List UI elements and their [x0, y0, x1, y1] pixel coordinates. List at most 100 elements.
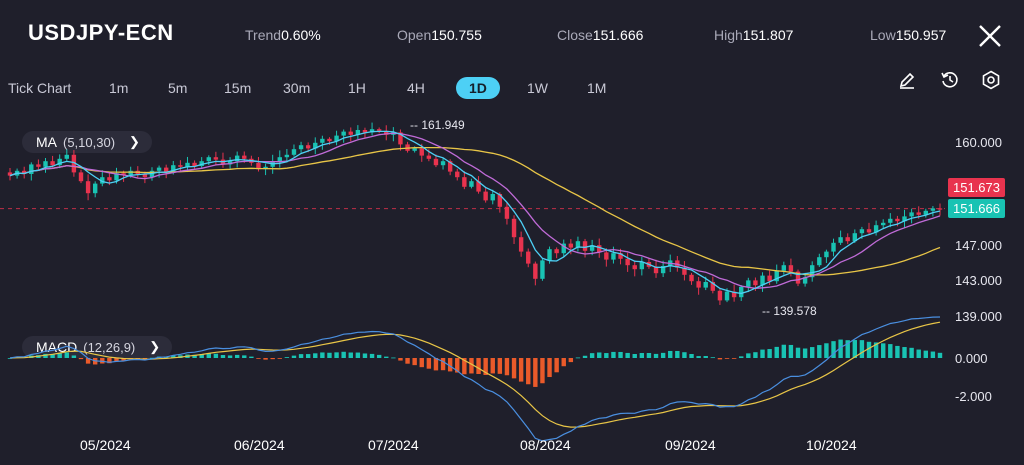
macd-histogram-bar: [348, 352, 353, 358]
macd-histogram-bar: [171, 355, 176, 358]
macd-histogram-bar: [490, 358, 495, 374]
tf-1h[interactable]: 1H: [348, 80, 366, 96]
tf-1m[interactable]: 1m: [109, 80, 129, 96]
tf-1w[interactable]: 1W: [527, 80, 548, 96]
macd-histogram-bar: [242, 355, 247, 358]
tf-4h[interactable]: 4H: [407, 80, 425, 96]
candle-body: [57, 158, 62, 166]
candle-body: [895, 218, 900, 222]
current-price-tag: 151.666: [948, 199, 1005, 218]
settings-icon[interactable]: [981, 70, 1001, 90]
candle-body: [710, 282, 716, 291]
candle-body: [355, 130, 361, 135]
tf-5m[interactable]: 5m: [168, 80, 188, 96]
candle-body: [845, 237, 850, 242]
candle-body: [313, 142, 318, 149]
macd-histogram-bar: [391, 357, 396, 359]
candle-body: [930, 208, 936, 211]
macd-histogram-bar: [781, 344, 787, 358]
tf-1mo[interactable]: 1M: [587, 80, 607, 96]
pencil-icon[interactable]: [897, 70, 917, 90]
tf-30m[interactable]: 30m: [283, 80, 311, 96]
tf-15m[interactable]: 15m: [224, 80, 252, 96]
macd-histogram-bar: [483, 358, 488, 376]
macd-histogram-bar: [561, 358, 566, 367]
candle-body: [696, 281, 701, 288]
macd-histogram-bar: [462, 358, 467, 375]
macd-indicator-params: (12,26,9): [83, 339, 136, 355]
candle-body: [639, 262, 645, 270]
candle-body: [121, 173, 126, 175]
macd-histogram-bar: [85, 358, 91, 364]
ma30-line: [9, 146, 941, 276]
candle-body: [923, 210, 929, 215]
candle-body: [64, 154, 69, 159]
candle-body: [561, 243, 566, 254]
macd-dif-line: [9, 316, 941, 442]
candle-body: [142, 174, 148, 178]
macd-histogram-bar: [582, 355, 588, 358]
clock-reset-icon[interactable]: [940, 70, 960, 90]
macd-histogram-bar: [298, 354, 304, 358]
macd-histogram-bar: [788, 344, 794, 358]
close-icon[interactable]: [976, 22, 1004, 50]
macd-histogram-bar: [7, 358, 13, 359]
macd-histogram-bar: [668, 350, 673, 358]
candle-body: [902, 216, 907, 222]
macd-histogram-bar: [810, 347, 815, 358]
stat-high: High151.807: [714, 27, 794, 43]
stat-low: Low150.957: [870, 27, 947, 43]
macd-histogram-bar: [632, 353, 637, 358]
candle-body: [199, 161, 204, 166]
candle-body: [92, 183, 98, 194]
macd-histogram-bar: [831, 341, 836, 358]
macd-histogram-bar: [873, 342, 879, 358]
candle-body: [171, 165, 176, 172]
tf-tick-chart[interactable]: Tick Chart: [8, 80, 72, 96]
candle-body: [859, 229, 865, 234]
macd-histogram-bar: [753, 352, 758, 358]
candle-body: [206, 157, 211, 162]
macd-histogram-bar: [859, 340, 865, 358]
candle-body: [277, 157, 282, 162]
macd-histogram-bar: [916, 349, 921, 358]
date-label: 05/2024: [80, 437, 131, 453]
candle-body: [881, 222, 886, 226]
candle-body: [36, 164, 41, 167]
macd-histogram-bar: [533, 358, 538, 387]
candle-body: [234, 155, 240, 162]
macd-histogram-bar: [540, 358, 545, 384]
macd-histogram-bar: [739, 356, 744, 358]
candle-body: [760, 275, 765, 286]
candle-body: [334, 135, 339, 142]
macd-histogram-bar: [526, 358, 531, 385]
date-label: 09/2024: [665, 437, 716, 453]
candle-body: [909, 212, 914, 217]
macd-histogram-bar: [696, 356, 701, 358]
ma-indicator-pill[interactable]: MA (5,10,30) ❯: [22, 131, 152, 153]
candle-body: [852, 233, 858, 242]
candle-body: [419, 148, 424, 156]
macd-histogram-bar: [270, 358, 275, 360]
candle-body: [398, 132, 403, 145]
macd-histogram-bar: [412, 358, 417, 366]
tf-1d[interactable]: 1D: [456, 77, 500, 99]
macd-histogram-bar: [362, 353, 368, 358]
macd-histogram-bar: [64, 352, 69, 358]
macd-histogram-bar: [469, 358, 474, 374]
candle-body: [447, 161, 453, 172]
candle-body: [611, 253, 616, 260]
price-axis-label: 139.000: [955, 309, 1002, 324]
candle-body: [731, 291, 737, 298]
macd-histogram-bar: [703, 356, 708, 358]
macd-histogram-bar: [220, 355, 226, 358]
macd-histogram-bar: [511, 358, 517, 379]
candle-body: [21, 170, 27, 174]
macd-histogram-bar: [376, 354, 382, 358]
macd-histogram-bar: [930, 351, 936, 358]
candle-body: [618, 253, 623, 259]
candle-body: [547, 249, 552, 261]
chevron-right-icon: ❯: [149, 339, 161, 354]
candle-body: [625, 258, 630, 266]
